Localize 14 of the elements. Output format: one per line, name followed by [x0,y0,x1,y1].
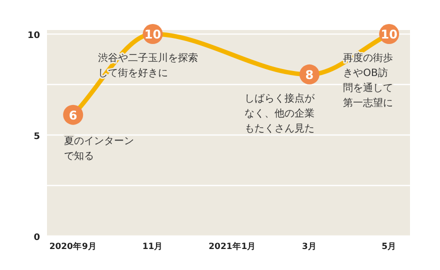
data-label: 10 [144,28,162,42]
x-tick-label: 2020年9月 [49,241,97,252]
x-tick-label: 2021年1月 [208,241,256,252]
data-label: 10 [380,28,398,42]
annotation: 夏のインターンで知る [64,136,134,162]
data-label: 6 [68,108,78,122]
x-tick-label: 3月 [302,241,317,252]
y-tick-label: 10 [27,31,40,42]
annotation: しばらく接点がなく、他の企業もたくさん見た [244,92,316,134]
y-tick-label: 5 [34,132,40,142]
data-label: 8 [305,68,314,82]
x-tick-label: 11月 [142,241,164,252]
y-tick-label: 0 [34,233,40,243]
x-tick-label: 5月 [382,241,397,252]
